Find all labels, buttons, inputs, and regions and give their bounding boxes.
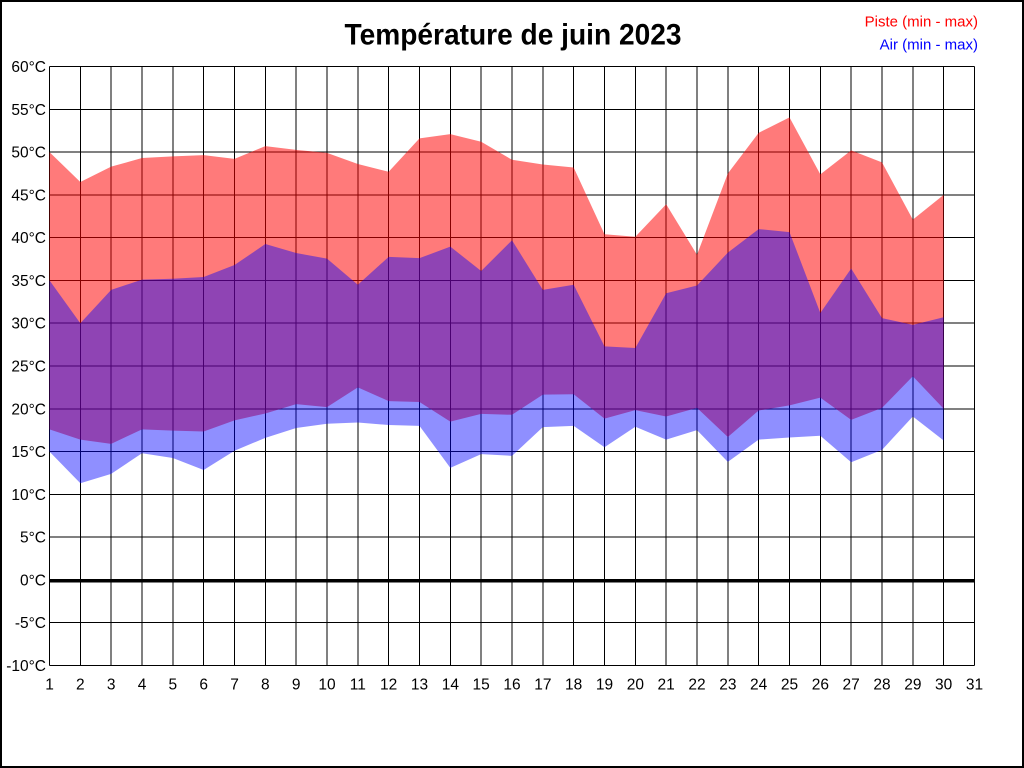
- svg-text:Air (min - max): Air (min - max): [880, 37, 978, 54]
- svg-text:Piste (min - max): Piste (min - max): [865, 14, 978, 31]
- svg-text:-10°C: -10°C: [6, 658, 46, 675]
- svg-text:31: 31: [966, 677, 983, 694]
- svg-text:20°C: 20°C: [11, 401, 46, 418]
- svg-text:20: 20: [627, 677, 645, 694]
- svg-text:14: 14: [442, 677, 460, 694]
- svg-text:15°C: 15°C: [11, 444, 46, 461]
- svg-text:19: 19: [596, 677, 613, 694]
- svg-text:22: 22: [688, 677, 705, 694]
- svg-text:21: 21: [658, 677, 675, 694]
- svg-text:40°C: 40°C: [11, 230, 46, 247]
- svg-text:8: 8: [261, 677, 270, 694]
- svg-text:30°C: 30°C: [11, 316, 46, 333]
- svg-text:16: 16: [503, 677, 520, 694]
- svg-text:2: 2: [76, 677, 85, 694]
- svg-text:5: 5: [169, 677, 178, 694]
- svg-text:28: 28: [873, 677, 890, 694]
- svg-text:5°C: 5°C: [20, 530, 46, 547]
- svg-text:45°C: 45°C: [11, 187, 46, 204]
- svg-text:29: 29: [904, 677, 921, 694]
- svg-text:60°C: 60°C: [11, 59, 46, 76]
- svg-text:4: 4: [138, 677, 147, 694]
- svg-text:1: 1: [45, 677, 54, 694]
- svg-text:11: 11: [350, 677, 366, 694]
- svg-text:10: 10: [318, 677, 336, 694]
- svg-text:18: 18: [565, 677, 582, 694]
- svg-text:12: 12: [380, 677, 397, 694]
- svg-text:9: 9: [292, 677, 301, 694]
- svg-text:30: 30: [935, 677, 953, 694]
- svg-text:3: 3: [107, 677, 116, 694]
- svg-text:27: 27: [843, 677, 860, 694]
- svg-text:0°C: 0°C: [20, 572, 46, 589]
- svg-text:50°C: 50°C: [11, 145, 46, 162]
- svg-text:55°C: 55°C: [11, 102, 46, 119]
- svg-text:25°C: 25°C: [11, 359, 46, 376]
- svg-text:-5°C: -5°C: [15, 615, 46, 632]
- svg-text:35°C: 35°C: [11, 273, 46, 290]
- svg-text:7: 7: [230, 677, 239, 694]
- svg-text:Température de juin 2023: Température de juin 2023: [345, 18, 682, 51]
- svg-text:6: 6: [199, 677, 208, 694]
- svg-text:24: 24: [750, 677, 768, 694]
- svg-text:13: 13: [411, 677, 428, 694]
- svg-text:25: 25: [781, 677, 798, 694]
- svg-text:23: 23: [719, 677, 736, 694]
- svg-text:17: 17: [534, 677, 551, 694]
- svg-text:26: 26: [812, 677, 829, 694]
- svg-text:10°C: 10°C: [11, 487, 46, 504]
- svg-text:15: 15: [473, 677, 490, 694]
